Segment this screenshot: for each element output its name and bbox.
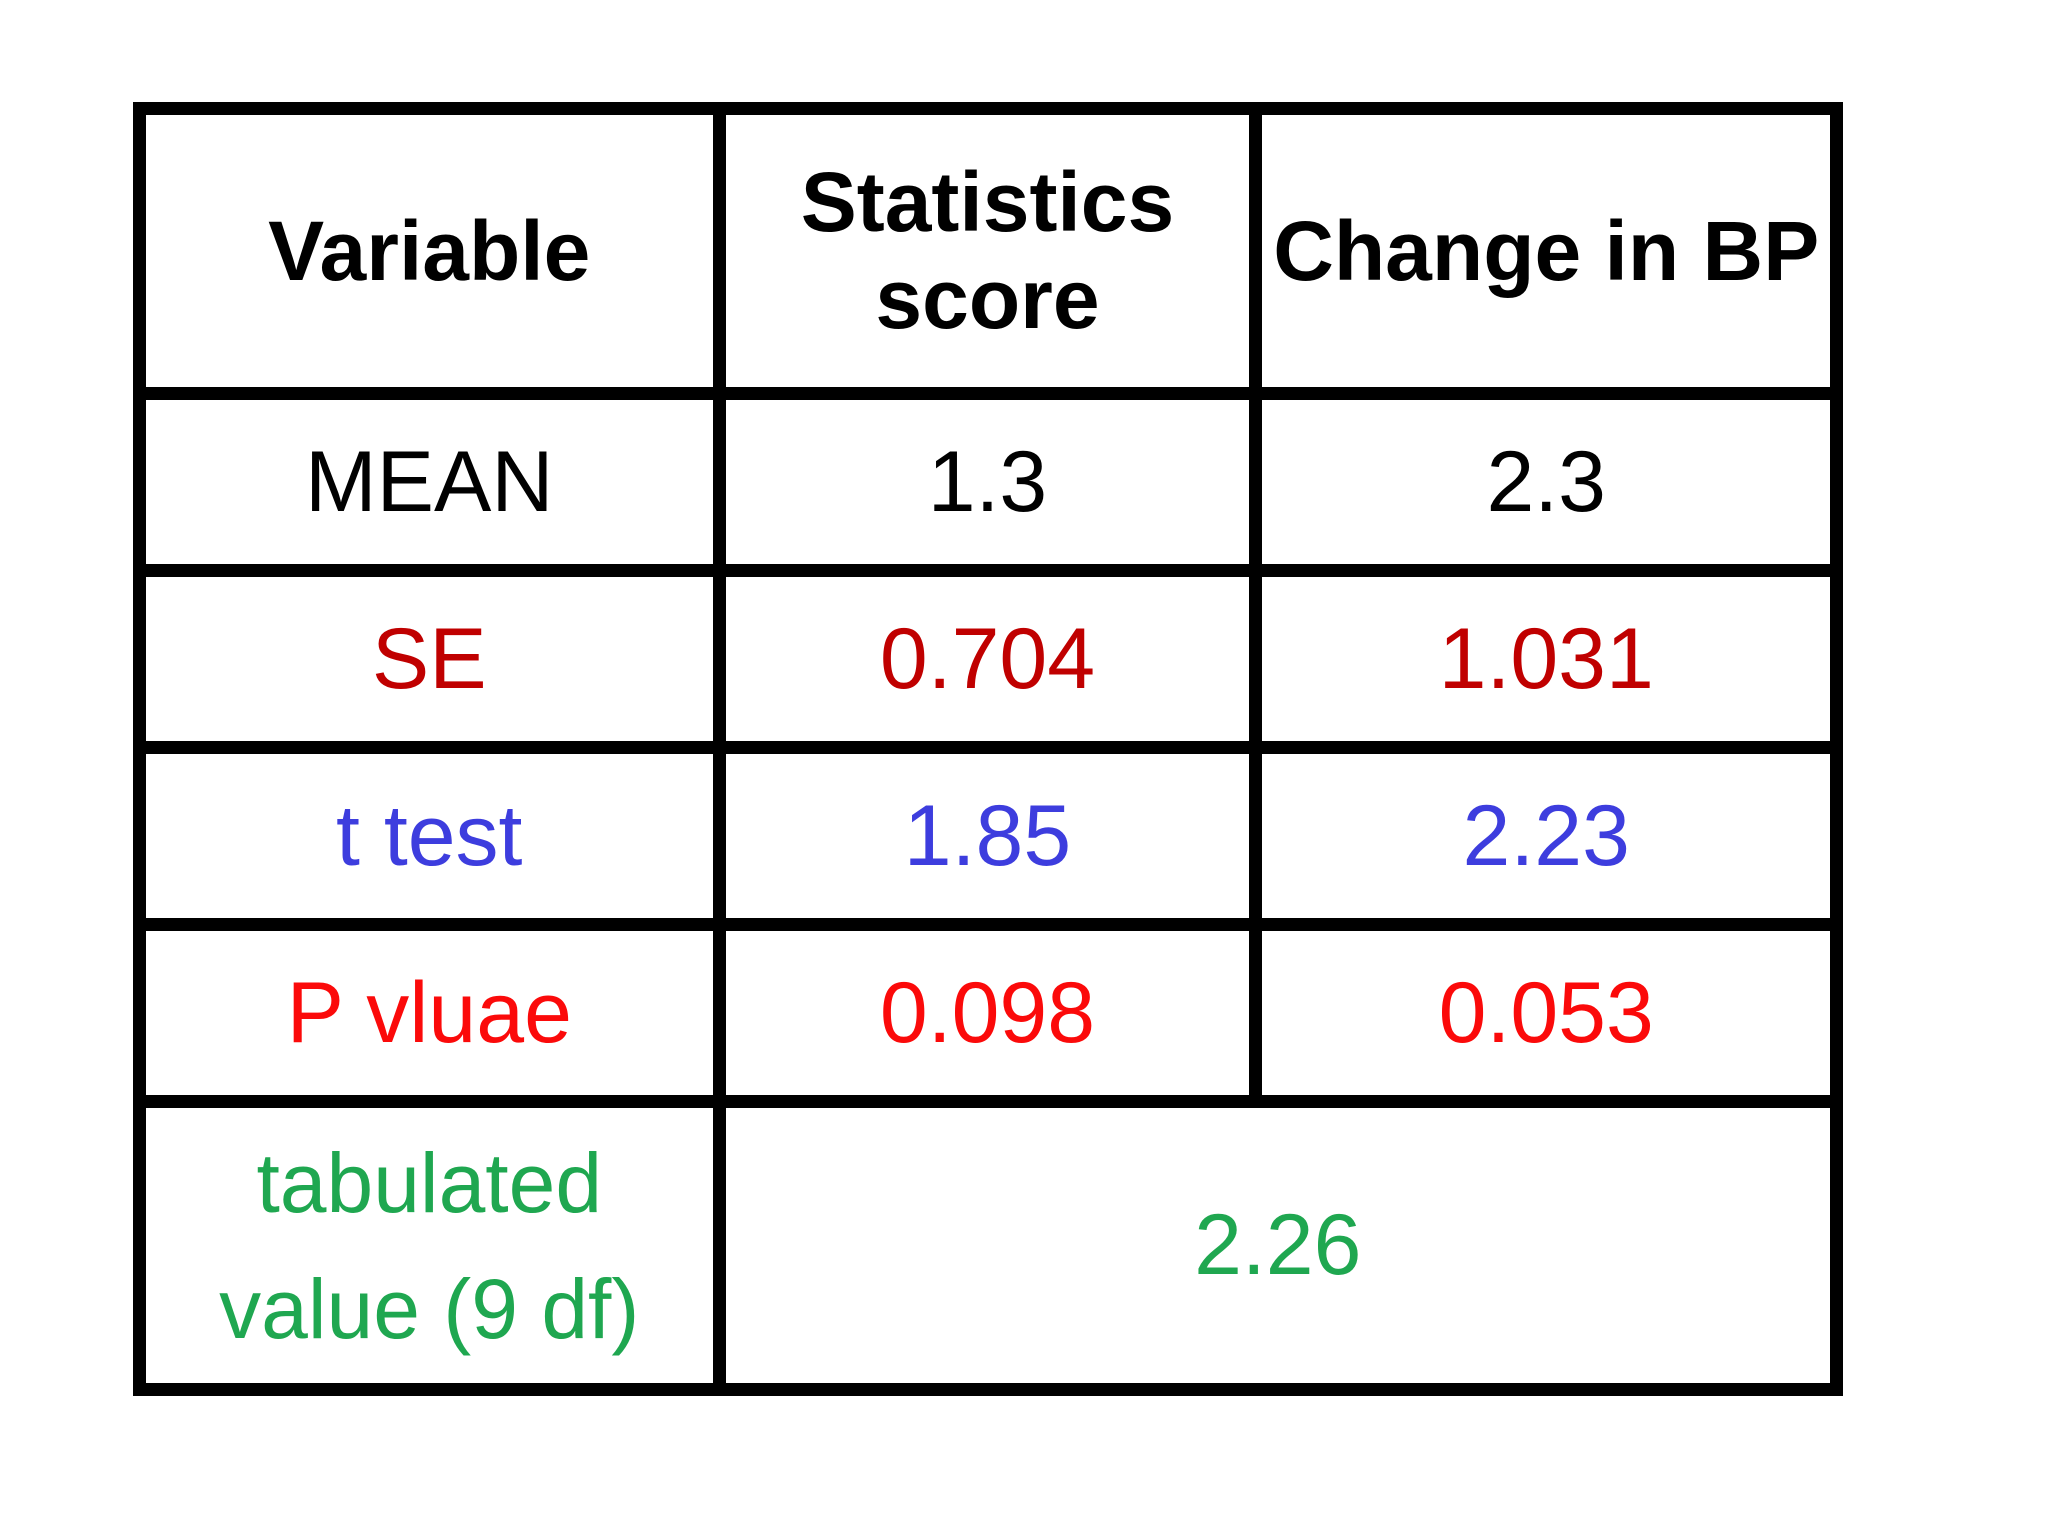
statistics-score-cell: 1.85 — [712, 741, 1263, 931]
column-header-statistics-score: Statistics score — [712, 102, 1263, 400]
table-row-se: SE 0.704 1.031 — [133, 564, 1843, 754]
change-in-bp-cell: 2.23 — [1249, 741, 1843, 931]
change-in-bp-cell: 0.053 — [1249, 918, 1843, 1108]
table-row-t-test: t test 1.85 2.23 — [133, 741, 1843, 931]
table-row-p-value: P vluae 0.098 0.053 — [133, 918, 1843, 1108]
change-in-bp-cell: 1.031 — [1249, 564, 1843, 754]
tabulated-value-merged-cell: 2.26 — [712, 1095, 1844, 1396]
table-row-mean: MEAN 1.3 2.3 — [133, 387, 1843, 577]
statistics-score-cell: 1.3 — [712, 387, 1263, 577]
row-label-cell: t test — [133, 741, 726, 931]
column-header-change-in-bp: Change in BP — [1249, 102, 1843, 400]
row-label-cell: SE — [133, 564, 726, 754]
table-row-tabulated-value: tabulated value (9 df) 2.26 — [133, 1095, 1844, 1396]
statistics-score-cell: 0.098 — [712, 918, 1263, 1108]
column-header-variable: Variable — [133, 102, 726, 400]
change-in-bp-cell: 2.3 — [1249, 387, 1843, 577]
row-label-cell: P vluae — [133, 918, 726, 1108]
row-label-cell: MEAN — [133, 387, 726, 577]
statistics-score-cell: 0.704 — [712, 564, 1263, 754]
table-header-row: Variable Statistics score Change in BP — [133, 102, 1843, 400]
statistics-table: Variable Statistics score Change in BP M… — [133, 102, 1844, 1396]
row-label-cell: tabulated value (9 df) — [133, 1095, 726, 1396]
